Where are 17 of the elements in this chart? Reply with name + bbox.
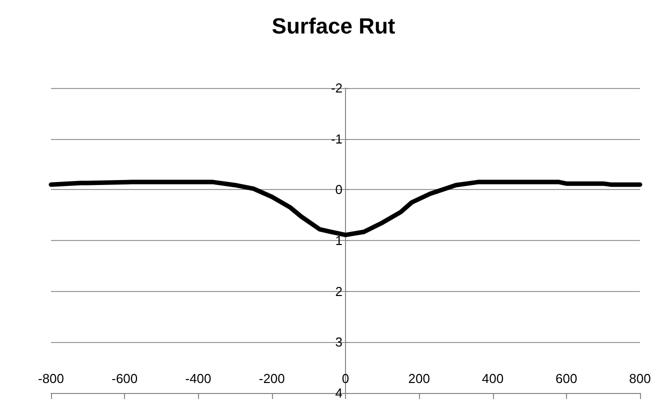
y-tick-label: 2 bbox=[335, 284, 342, 299]
x-tick-label: -600 bbox=[112, 371, 138, 386]
y-tick-label: 3 bbox=[335, 334, 342, 350]
x-tick-label: 400 bbox=[482, 371, 504, 386]
y-tick-label: -1 bbox=[330, 131, 342, 146]
y-tick-label: 4 bbox=[335, 386, 342, 400]
line-series bbox=[48, 180, 642, 238]
x-tick-label: 600 bbox=[556, 371, 578, 386]
x-tick-label: 200 bbox=[408, 371, 430, 386]
x-tick-label: 800 bbox=[629, 371, 651, 386]
y-tick-label: 1 bbox=[335, 233, 342, 248]
x-tick-label: -400 bbox=[185, 371, 212, 386]
x-tick-label: -800 bbox=[38, 371, 64, 386]
chart-title: Surface Rut bbox=[272, 14, 396, 38]
x-tick-label: -200 bbox=[258, 371, 285, 386]
y-tick-label: -2 bbox=[330, 80, 342, 96]
y-tick-label: 0 bbox=[335, 182, 342, 198]
